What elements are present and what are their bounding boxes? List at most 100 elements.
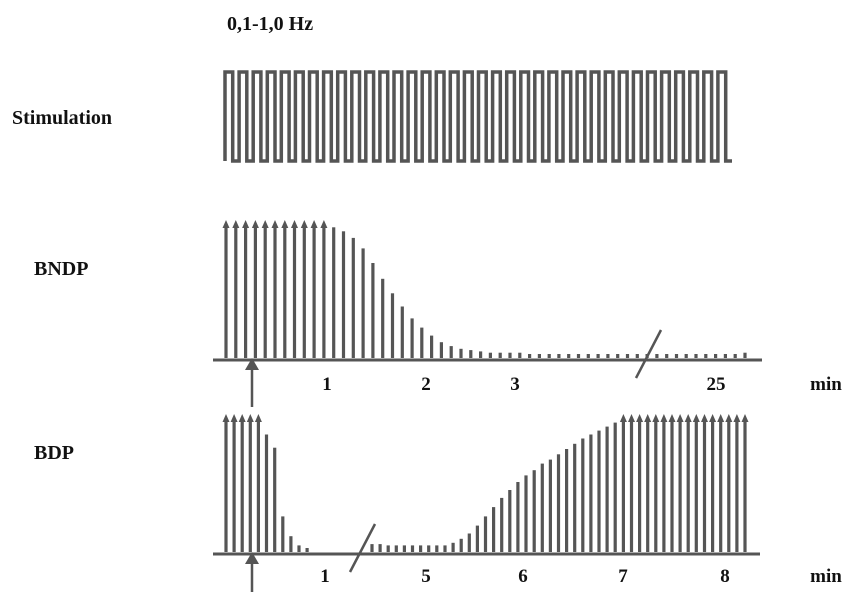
bndp-bar	[341, 231, 346, 358]
bdp-bar	[711, 420, 715, 552]
bndp-bar	[743, 352, 747, 358]
bdp-bar-arrowhead	[628, 414, 635, 422]
bndp-bar	[283, 226, 287, 358]
bdp-bar	[248, 420, 252, 552]
bndp-tick-3: 3	[510, 374, 520, 395]
bdp-bar	[451, 542, 455, 552]
bdp-bar	[646, 420, 650, 552]
bndp-bar	[332, 227, 336, 358]
bdp-bar	[500, 497, 504, 552]
bndp-bar	[714, 354, 718, 358]
bdp-bar-arrowhead	[619, 414, 627, 422]
bndp-bar	[449, 346, 453, 358]
bndp-bar	[273, 226, 277, 358]
bdp-bar-arrowhead	[676, 414, 684, 422]
bdp-bar	[662, 420, 666, 552]
bdp-bar	[581, 438, 585, 552]
bndp-bar-arrowhead	[320, 220, 328, 228]
bdp-stimulus-arrow	[245, 552, 259, 592]
bndp-axis-break	[634, 329, 663, 379]
bdp-bar	[613, 422, 617, 552]
bdp-bar	[305, 548, 309, 552]
bdp-bar-arrowhead	[733, 414, 741, 422]
bdp-bar	[370, 544, 374, 552]
bdp-bar-arrowhead	[741, 414, 749, 422]
bdp-bar	[556, 454, 561, 552]
bdp-bar	[297, 545, 301, 552]
bndp-bar	[625, 354, 630, 358]
bdp-bar-arrowhead	[684, 414, 692, 422]
bndp-bar	[665, 354, 669, 358]
bdp-bar	[565, 449, 569, 552]
bdp-bar	[629, 420, 634, 552]
bndp-bar	[528, 354, 532, 358]
bdp-label: BDP	[34, 442, 74, 464]
bdp-bar-arrowhead	[692, 414, 700, 422]
bndp-bar	[557, 354, 561, 358]
bndp-bar	[616, 354, 620, 358]
bdp-bar	[378, 544, 382, 552]
bdp-bar	[394, 545, 398, 552]
bndp-bar	[606, 354, 610, 358]
bndp-bar	[312, 226, 316, 358]
bndp-bar	[508, 352, 512, 358]
bndp-bar-arrowhead	[291, 220, 298, 228]
bndp-bar-arrowhead	[300, 220, 308, 228]
bndp-bar	[723, 354, 727, 358]
bndp-bar	[361, 248, 365, 358]
bndp-bar	[292, 226, 297, 358]
bdp-bar	[686, 420, 690, 552]
bndp-bar	[488, 352, 492, 358]
bndp-tick-1: 1	[322, 374, 332, 395]
frequency-title: 0,1-1,0 Hz	[227, 13, 314, 35]
bndp-bar	[479, 351, 483, 358]
bdp-bar	[702, 420, 707, 552]
bdp-bar	[427, 545, 431, 552]
bndp-bar-arrowhead	[261, 220, 269, 228]
bndp-bar	[684, 354, 688, 358]
bndp-label: BNDP	[34, 258, 89, 280]
bndp-bar	[371, 263, 375, 358]
bdp-bar	[232, 420, 236, 552]
bdp-bar-arrowhead	[238, 414, 246, 422]
stimulation-pulse-train	[223, 70, 732, 163]
bndp-bar	[586, 354, 590, 358]
bdp-bar-arrowhead	[660, 414, 668, 422]
bndp-tick-2: 2	[421, 374, 431, 395]
bdp-bar	[467, 533, 471, 552]
stimulation-label: Stimulation	[12, 107, 113, 129]
bndp-bar-arrowhead	[251, 220, 259, 228]
bdp-bar	[605, 426, 609, 552]
bdp-tick-8: 8	[720, 566, 730, 587]
bdp-bar-arrowhead	[254, 414, 262, 422]
bdp-bar	[240, 420, 244, 552]
bndp-bar	[390, 293, 395, 358]
bndp-bar	[694, 354, 698, 358]
bndp-bar	[253, 226, 257, 358]
bdp-bars	[222, 414, 749, 552]
bdp-bar	[540, 463, 544, 552]
bdp-tick-7: 7	[618, 566, 628, 587]
bdp-tick-5: 5	[421, 566, 431, 587]
bdp-bar	[435, 545, 439, 552]
bdp-bar	[402, 545, 406, 552]
bdp-bar	[735, 420, 739, 552]
bdp-bar-arrowhead	[668, 414, 676, 422]
bdp-bar	[678, 420, 682, 552]
bndp-bar	[459, 348, 463, 358]
bndp-bar	[655, 354, 659, 358]
bndp-bar	[518, 352, 522, 358]
bdp-bar	[281, 516, 285, 552]
bdp-bar	[524, 475, 528, 552]
bndp-bar	[635, 354, 639, 358]
bdp-bar	[654, 420, 658, 552]
bdp-bar	[386, 545, 390, 552]
bdp-bar	[483, 516, 488, 552]
bdp-bar	[410, 545, 415, 552]
bndp-bar	[234, 226, 238, 358]
bdp-bar	[694, 420, 698, 552]
bdp-bar	[459, 538, 463, 552]
bdp-bar	[597, 430, 601, 552]
bndp-bar	[322, 226, 326, 358]
bndp-bar	[263, 226, 267, 358]
